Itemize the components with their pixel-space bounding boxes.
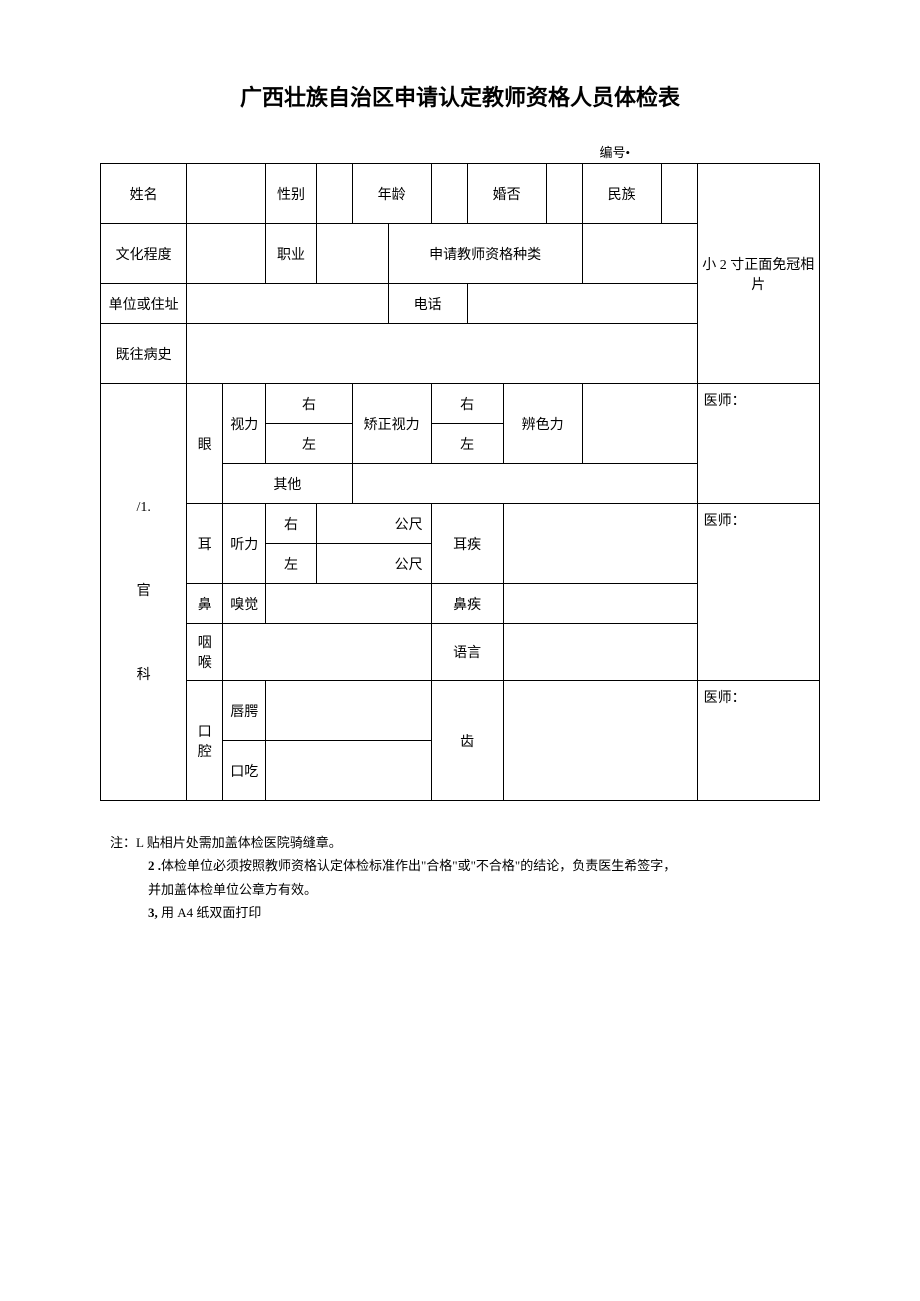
cert-type-field[interactable] <box>582 224 697 284</box>
education-field[interactable] <box>187 224 266 284</box>
teeth-label: 齿 <box>431 681 503 801</box>
lips-field[interactable] <box>266 681 431 741</box>
vision-left-label: 左 <box>266 424 352 464</box>
history-field[interactable] <box>187 324 697 384</box>
color-vision-field[interactable] <box>582 384 697 464</box>
ear-disease-field[interactable] <box>503 504 697 584</box>
corrected-vision-label: 矫正视力 <box>352 384 431 464</box>
color-vision-label: 辨色力 <box>503 384 582 464</box>
vision-right-label: 右 <box>266 384 352 424</box>
gender-field[interactable] <box>316 164 352 224</box>
address-label: 单位或住址 <box>101 284 187 324</box>
nose-label: 鼻 <box>187 584 223 624</box>
note-line-2b: 并加盖体检单位公章方有效。 <box>110 878 820 901</box>
smell-label: 嗅觉 <box>223 584 266 624</box>
marital-label: 婚否 <box>467 164 546 224</box>
vision-label: 视力 <box>223 384 266 464</box>
doctor-label-mouth: 医师： <box>697 681 819 801</box>
hearing-label: 听力 <box>223 504 266 584</box>
note-line-2: 2 .体检单位必须按照教师资格认定体检标准作出"合格"或"不合格"的结论，负责医… <box>110 854 820 877</box>
speech-field[interactable] <box>503 624 697 681</box>
phone-field[interactable] <box>467 284 697 324</box>
smell-field[interactable] <box>266 584 431 624</box>
eye-other-label: 其他 <box>223 464 352 504</box>
phone-label: 电话 <box>388 284 467 324</box>
occupation-label: 职业 <box>266 224 316 284</box>
mouth-label: 口腔 <box>187 681 223 801</box>
photo-placeholder: 小 2 寸正面免冠相片 <box>697 164 819 384</box>
corrected-left-label: 左 <box>431 424 503 464</box>
teeth-field[interactable] <box>503 681 697 801</box>
note-line-1: 注：L 贴相片处需加盖体检医院骑缝章。 <box>110 831 820 854</box>
exam-form-table: 姓名 性别 年龄 婚否 民族 小 2 寸正面免冠相片 文化程度 职业 申请教师资… <box>100 163 820 801</box>
occupation-field[interactable] <box>316 224 388 284</box>
ethnicity-label: 民族 <box>582 164 661 224</box>
section-label: /1. 官 科 <box>101 384 187 801</box>
gender-label: 性别 <box>266 164 316 224</box>
ear-label: 耳 <box>187 504 223 584</box>
stutter-label: 口吃 <box>223 741 266 801</box>
serial-number-label: 编号• <box>100 142 820 161</box>
eye-label: 眼 <box>187 384 223 504</box>
hearing-right-field[interactable]: 公尺 <box>316 504 431 544</box>
eye-other-field[interactable] <box>352 464 697 504</box>
history-label: 既往病史 <box>101 324 187 384</box>
address-field[interactable] <box>187 284 388 324</box>
form-title: 广西壮族自治区申请认定教师资格人员体检表 <box>100 80 820 112</box>
stutter-field[interactable] <box>266 741 431 801</box>
nose-disease-label: 鼻疾 <box>431 584 503 624</box>
education-label: 文化程度 <box>101 224 187 284</box>
corrected-right-label: 右 <box>431 384 503 424</box>
age-field[interactable] <box>431 164 467 224</box>
age-label: 年龄 <box>352 164 431 224</box>
nose-disease-field[interactable] <box>503 584 697 624</box>
note-line-3: 3, 用 A4 纸双面打印 <box>110 901 820 924</box>
hearing-left-label: 左 <box>266 544 316 584</box>
name-label: 姓名 <box>101 164 187 224</box>
doctor-label-eye: 医师： <box>697 384 819 504</box>
marital-field[interactable] <box>546 164 582 224</box>
ear-disease-label: 耳疾 <box>431 504 503 584</box>
hearing-left-field[interactable]: 公尺 <box>316 544 431 584</box>
ethnicity-field[interactable] <box>661 164 697 224</box>
lips-label: 唇腭 <box>223 681 266 741</box>
throat-label: 咽喉 <box>187 624 223 681</box>
hearing-right-label: 右 <box>266 504 316 544</box>
throat-field[interactable] <box>223 624 431 681</box>
speech-label: 语言 <box>431 624 503 681</box>
doctor-label-ent: 医师： <box>697 504 819 681</box>
name-field[interactable] <box>187 164 266 224</box>
notes-section: 注：L 贴相片处需加盖体检医院骑缝章。 2 .体检单位必须按照教师资格认定体检标… <box>100 831 820 925</box>
cert-type-label: 申请教师资格种类 <box>388 224 582 284</box>
